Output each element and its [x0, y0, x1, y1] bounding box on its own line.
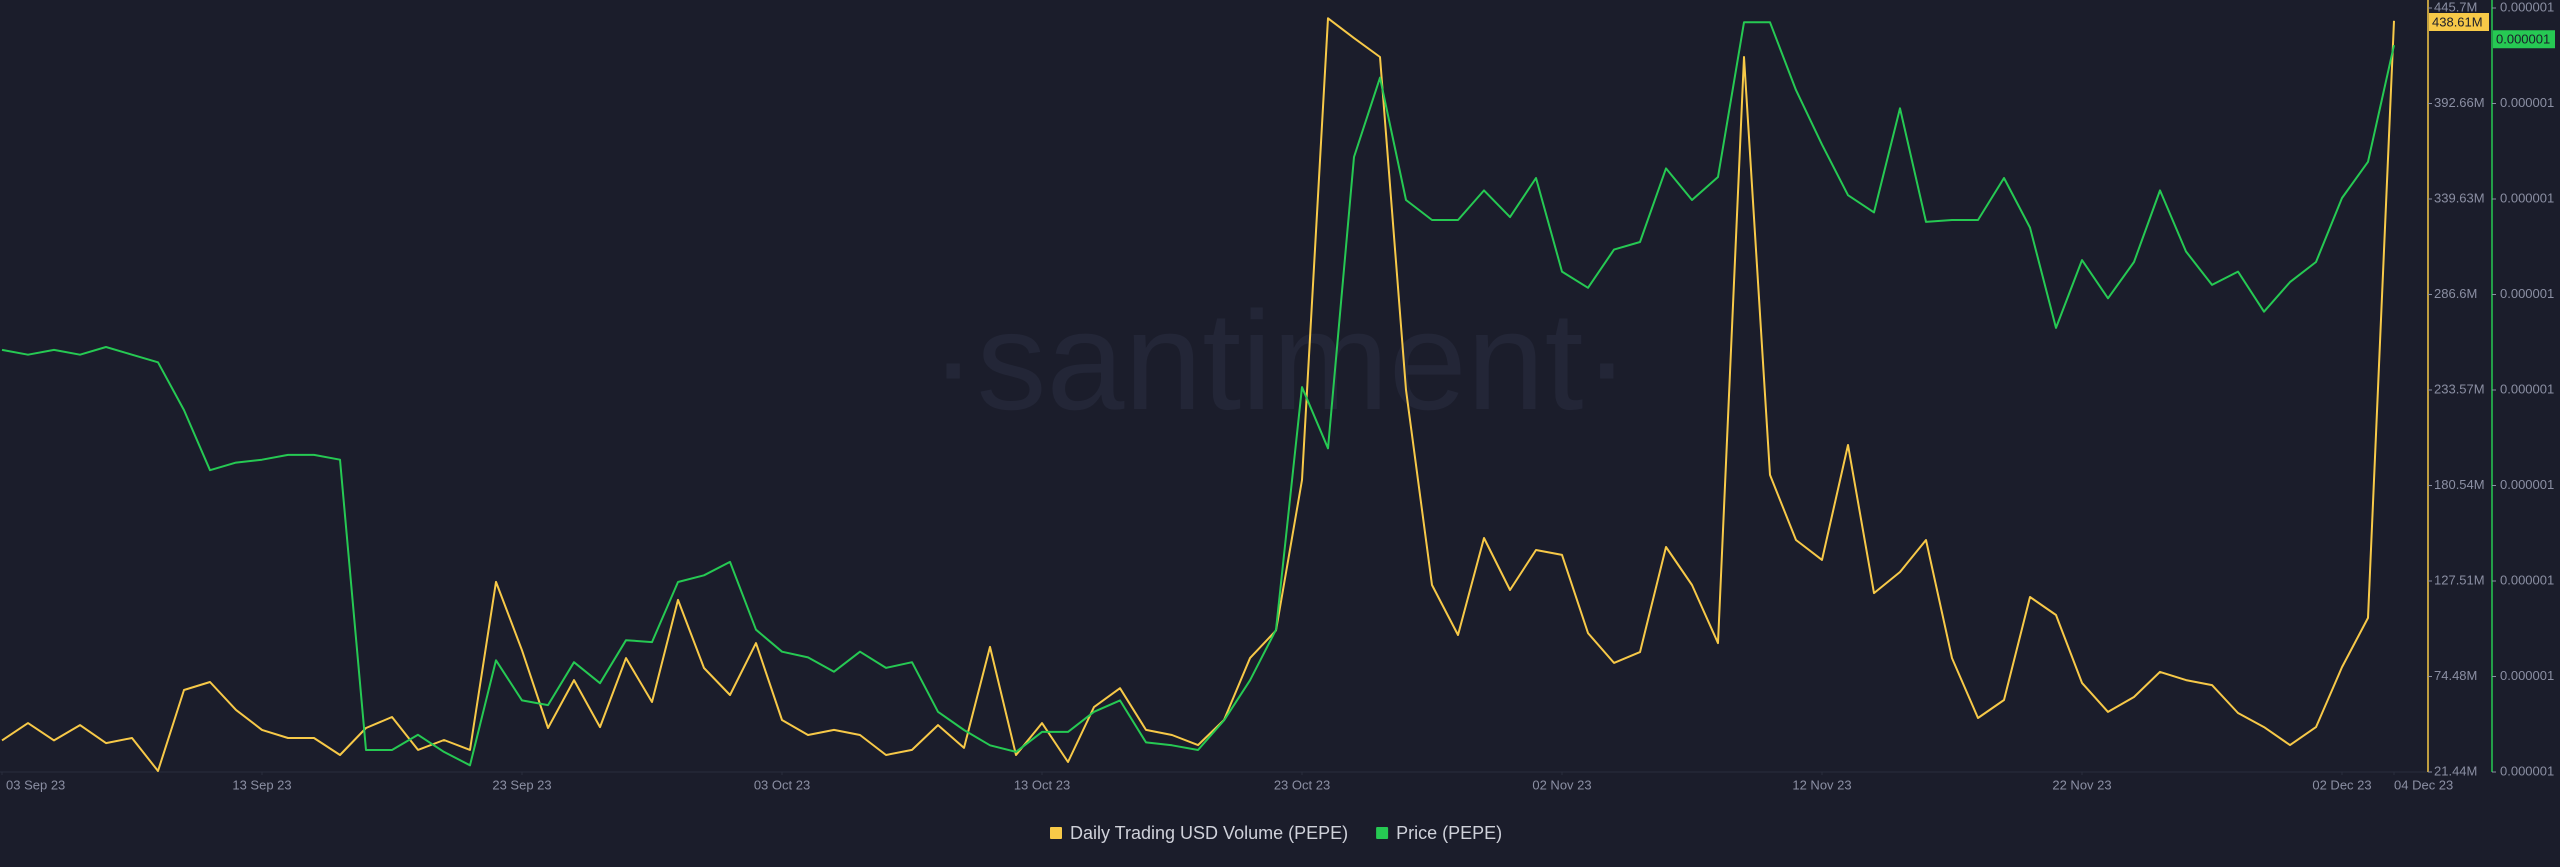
y2-tick-label: 0.000001 — [2500, 572, 2554, 587]
y2-tick-label: 0.000001 — [2500, 668, 2554, 683]
legend-swatch — [1376, 827, 1389, 839]
y-tick-label: 339.63M — [2434, 190, 2485, 205]
y2-tick-label: 0.000001 — [2500, 477, 2554, 492]
y-tick-label: 233.57M — [2434, 381, 2485, 396]
current-value-label: 0.000001 — [2496, 32, 2550, 47]
y-tick-label: 180.54M — [2434, 477, 2485, 492]
x-tick-label: 23 Oct 23 — [1274, 777, 1330, 792]
x-tick-label: 13 Oct 23 — [1014, 777, 1070, 792]
series-line — [1, 21, 2395, 767]
y2-tick-label: 0.000001 — [2500, 763, 2554, 778]
y-tick-label: 21.44M — [2434, 763, 2477, 778]
legend-label: Price (PEPE) — [1396, 823, 1502, 843]
y2-tick-label: 0.000001 — [2500, 0, 2554, 14]
current-value-label: 438.61M — [2432, 14, 2483, 29]
x-tick-label: 12 Nov 23 — [1792, 777, 1851, 792]
legend-swatch — [1050, 827, 1062, 839]
y-tick-label: 392.66M — [2434, 95, 2485, 110]
y2-tick-label: 0.000001 — [2500, 95, 2554, 110]
y2-tick-label: 0.000001 — [2500, 286, 2554, 301]
x-tick-label: 04 Dec 23 — [2394, 777, 2453, 792]
series-line — [1, 17, 2395, 772]
y-tick-label: 74.48M — [2434, 668, 2477, 683]
y-tick-label: 127.51M — [2434, 572, 2485, 587]
x-tick-label: 02 Nov 23 — [1532, 777, 1591, 792]
y2-tick-label: 0.000001 — [2500, 190, 2554, 205]
y-tick-label: 286.6M — [2434, 286, 2477, 301]
legend-label: Daily Trading USD Volume (PEPE) — [1070, 823, 1348, 843]
current-value-box — [2429, 13, 2489, 31]
x-tick-label: 22 Nov 23 — [2052, 777, 2111, 792]
x-tick-label: 02 Dec 23 — [2312, 777, 2371, 792]
x-tick-label: 03 Sep 23 — [6, 777, 65, 792]
x-tick-label: 13 Sep 23 — [232, 777, 291, 792]
y2-tick-label: 0.000001 — [2500, 381, 2554, 396]
x-tick-label: 23 Sep 23 — [492, 777, 551, 792]
x-tick-label: 03 Oct 23 — [754, 777, 810, 792]
watermark: ·santiment· — [930, 282, 1630, 439]
current-value-box — [2493, 30, 2555, 49]
y-tick-label: 445.7M — [2434, 0, 2477, 14]
